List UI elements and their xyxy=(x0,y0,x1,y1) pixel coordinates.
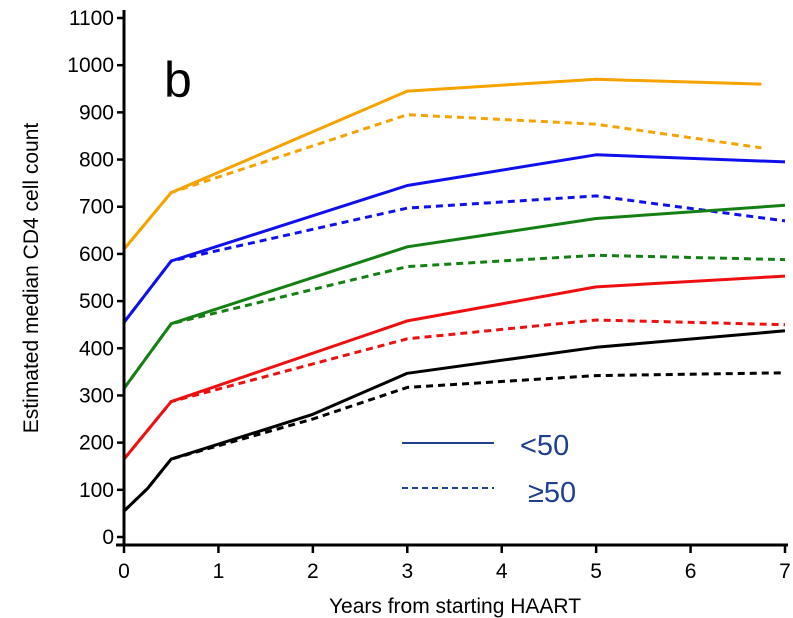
series-line-4-solid xyxy=(122,203,786,390)
axes-layer xyxy=(116,10,788,547)
y-tick-label: 500 xyxy=(79,290,114,313)
y-tick-label: 100 xyxy=(79,479,114,502)
series-line-1-dashed xyxy=(122,113,762,251)
legend: <50 ≥50 xyxy=(402,430,576,509)
x-tick-label: 4 xyxy=(496,560,508,583)
x-tick-label: 0 xyxy=(118,560,130,583)
y-tick-label: 300 xyxy=(79,384,114,407)
x-axis-label: Years from starting HAART xyxy=(329,595,581,618)
series-line-3-dashed xyxy=(122,194,786,324)
x-tick-label: 2 xyxy=(307,560,319,583)
y-tick-label: 0 xyxy=(102,526,114,549)
series-line-7-dashed xyxy=(122,318,786,461)
x-tick-label: 5 xyxy=(590,560,602,583)
legend-label-dashed: ≥50 xyxy=(528,477,576,509)
x-tick-label: 7 xyxy=(779,560,791,583)
x-tick-label: 1 xyxy=(213,560,225,583)
y-tick-label: 600 xyxy=(79,243,114,266)
y-tick-label: 400 xyxy=(79,337,114,360)
y-tick-label: 1000 xyxy=(67,54,114,77)
y-tick-label: 900 xyxy=(79,101,114,124)
y-tick-label: 1100 xyxy=(69,7,114,30)
y-tick-label: 700 xyxy=(79,196,114,219)
y-tick-label: 200 xyxy=(79,432,114,455)
series-line-8-solid xyxy=(122,329,786,513)
y-tick-label: 800 xyxy=(79,149,114,172)
legend-label-solid: <50 xyxy=(520,430,569,462)
ticks-layer: 0 100 200 300 400 500 600 700 800 900 1000 1100 0 1 2 3… xyxy=(67,7,791,583)
series-line-9-dashed xyxy=(122,371,786,513)
x-tick-label: 6 xyxy=(685,560,697,583)
series-line-0-solid xyxy=(122,77,762,251)
panel-label: b xyxy=(164,52,192,108)
series-line-5-dashed xyxy=(122,253,786,390)
y-axis-label: Estimated median CD4 cell count xyxy=(20,123,43,434)
x-tick-label: 3 xyxy=(401,560,413,583)
series-layer xyxy=(122,77,786,513)
